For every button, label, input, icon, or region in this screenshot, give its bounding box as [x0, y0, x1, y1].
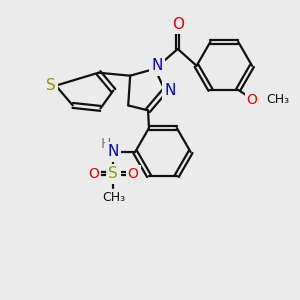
Text: S: S: [109, 166, 118, 181]
Text: N: N: [164, 83, 176, 98]
Text: O: O: [172, 17, 184, 32]
Text: CH₃: CH₃: [102, 191, 125, 204]
Text: N: N: [108, 145, 119, 160]
Text: O: O: [88, 167, 99, 181]
Text: S: S: [46, 78, 56, 93]
Text: O: O: [247, 93, 257, 107]
Text: CH₃: CH₃: [266, 93, 289, 106]
Text: O: O: [128, 167, 139, 181]
Text: N: N: [151, 58, 163, 73]
Text: H: H: [100, 137, 111, 151]
